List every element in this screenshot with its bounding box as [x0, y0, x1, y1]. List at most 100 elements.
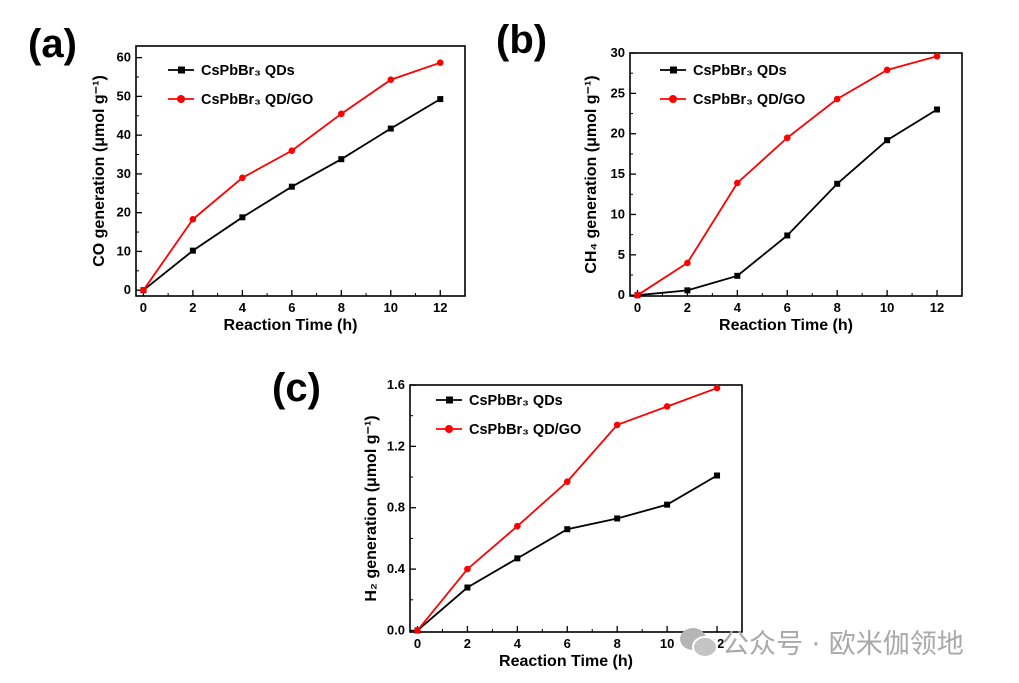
data-point	[934, 106, 941, 113]
x-tick-label: 6	[288, 300, 295, 315]
y-tick-label: 50	[117, 88, 131, 103]
legend-marker	[178, 66, 185, 74]
y-tick-label: 10	[117, 243, 131, 258]
data-point	[564, 526, 571, 533]
panel-label-b: (b)	[496, 18, 548, 62]
x-tick-label: 4	[239, 300, 247, 315]
y-tick-label: 0.4	[387, 561, 406, 576]
data-point	[239, 214, 246, 221]
series-line	[416, 474, 718, 632]
data-point	[436, 59, 444, 66]
y-tick-label: 15	[611, 166, 625, 181]
x-tick-label: 6	[784, 300, 791, 315]
y-axis-label: CO generation (μmol g⁻¹)	[91, 75, 108, 267]
data-point	[714, 472, 721, 479]
data-point	[613, 421, 621, 429]
data-point	[387, 125, 394, 132]
data-point	[338, 110, 345, 118]
data-point	[684, 287, 691, 294]
data-point	[464, 565, 471, 573]
x-tick-label: 8	[834, 300, 841, 315]
data-point	[833, 95, 841, 103]
y-tick-label: 25	[611, 85, 625, 100]
y-tick-label: 1.6	[387, 377, 405, 392]
data-point	[288, 147, 296, 154]
data-point	[414, 627, 421, 634]
legend-label: CsPbBr₃ QDs	[201, 63, 295, 79]
legend-label: CsPbBr₃ QD/GO	[469, 422, 581, 438]
x-tick-label: 10	[660, 636, 674, 651]
y-tick-label: 20	[117, 205, 131, 220]
data-point	[634, 291, 641, 299]
data-point	[933, 52, 941, 60]
data-point	[713, 384, 721, 392]
data-point	[140, 286, 147, 294]
data-point	[563, 478, 571, 485]
y-tick-label: 0	[618, 287, 625, 302]
y-tick-label: 60	[117, 50, 131, 65]
data-point	[387, 76, 395, 84]
data-point	[834, 180, 841, 187]
legend-label: CsPbBr₃ QDs	[693, 63, 787, 79]
y-tick-label: 0.8	[387, 500, 405, 515]
y-tick-label: 5	[618, 247, 625, 262]
chart-panel-b: 0 2 4 6 8 10 12 0 5 10 15 20 25 30 Reaction Time (h) CH…	[583, 45, 963, 334]
x-tick-label: 12	[433, 300, 447, 315]
data-point	[784, 232, 791, 239]
legend-marker	[446, 396, 453, 404]
x-tick-label: 6	[564, 636, 571, 651]
data-point	[514, 555, 521, 562]
data-point	[239, 174, 246, 182]
legend-marker	[177, 95, 185, 103]
y-tick-label: 10	[611, 206, 625, 221]
y-tick-label: 20	[611, 126, 625, 141]
legend-marker	[669, 95, 677, 103]
data-point	[514, 522, 521, 530]
x-tick-label: 10	[384, 300, 398, 315]
data-point	[883, 66, 891, 74]
data-point	[684, 259, 691, 267]
x-tick-label: 2	[464, 636, 471, 651]
legend-marker	[445, 425, 453, 433]
x-tick-label: 2	[684, 300, 691, 315]
legend-marker	[670, 66, 677, 74]
data-point	[884, 137, 891, 144]
legend-label: CsPbBr₃ QD/GO	[201, 92, 313, 108]
x-tick-label: 10	[880, 300, 894, 315]
y-tick-label: 30	[117, 166, 131, 181]
plot-frame	[409, 384, 743, 633]
data-point	[338, 156, 345, 163]
y-tick-label: 0	[124, 282, 131, 297]
wechat-icon	[680, 628, 718, 658]
x-axis-label: Reaction Time (h)	[224, 317, 358, 334]
x-tick-label: 2	[189, 300, 196, 315]
chart-panel-a: 0 2 4 6 8 10 12 0 10 20 30 40 50 60 Reaction Time (h) C…	[91, 45, 466, 334]
plot-frame	[629, 52, 963, 297]
x-axis-label: Reaction Time (h)	[719, 317, 853, 334]
data-point	[664, 501, 671, 508]
y-axis-label: H₂ generation (μmol g⁻¹)	[363, 415, 380, 601]
data-point	[663, 403, 671, 410]
x-tick-label: 0	[140, 300, 147, 315]
series-line	[142, 98, 441, 291]
data-point	[288, 183, 295, 190]
data-point	[189, 247, 196, 254]
x-tick-label: 8	[338, 300, 345, 315]
y-axis-label: CH₄ generation (μmol g⁻¹)	[583, 75, 600, 273]
data-point	[783, 134, 791, 142]
y-tick-label: 1.2	[387, 438, 405, 453]
x-axis-label: Reaction Time (h)	[499, 653, 633, 670]
data-point	[189, 215, 197, 223]
panel-label-a: (a)	[28, 22, 77, 66]
legend-label: CsPbBr₃ QDs	[469, 393, 563, 409]
data-point	[437, 96, 444, 103]
y-tick-label: 0.0	[387, 622, 405, 637]
data-point	[734, 179, 741, 187]
x-tick-label: 8	[614, 636, 621, 651]
data-point	[734, 272, 741, 279]
x-tick-label: 4	[514, 636, 522, 651]
panel-label-c: (c)	[272, 366, 321, 410]
y-tick-label: 30	[611, 45, 625, 60]
